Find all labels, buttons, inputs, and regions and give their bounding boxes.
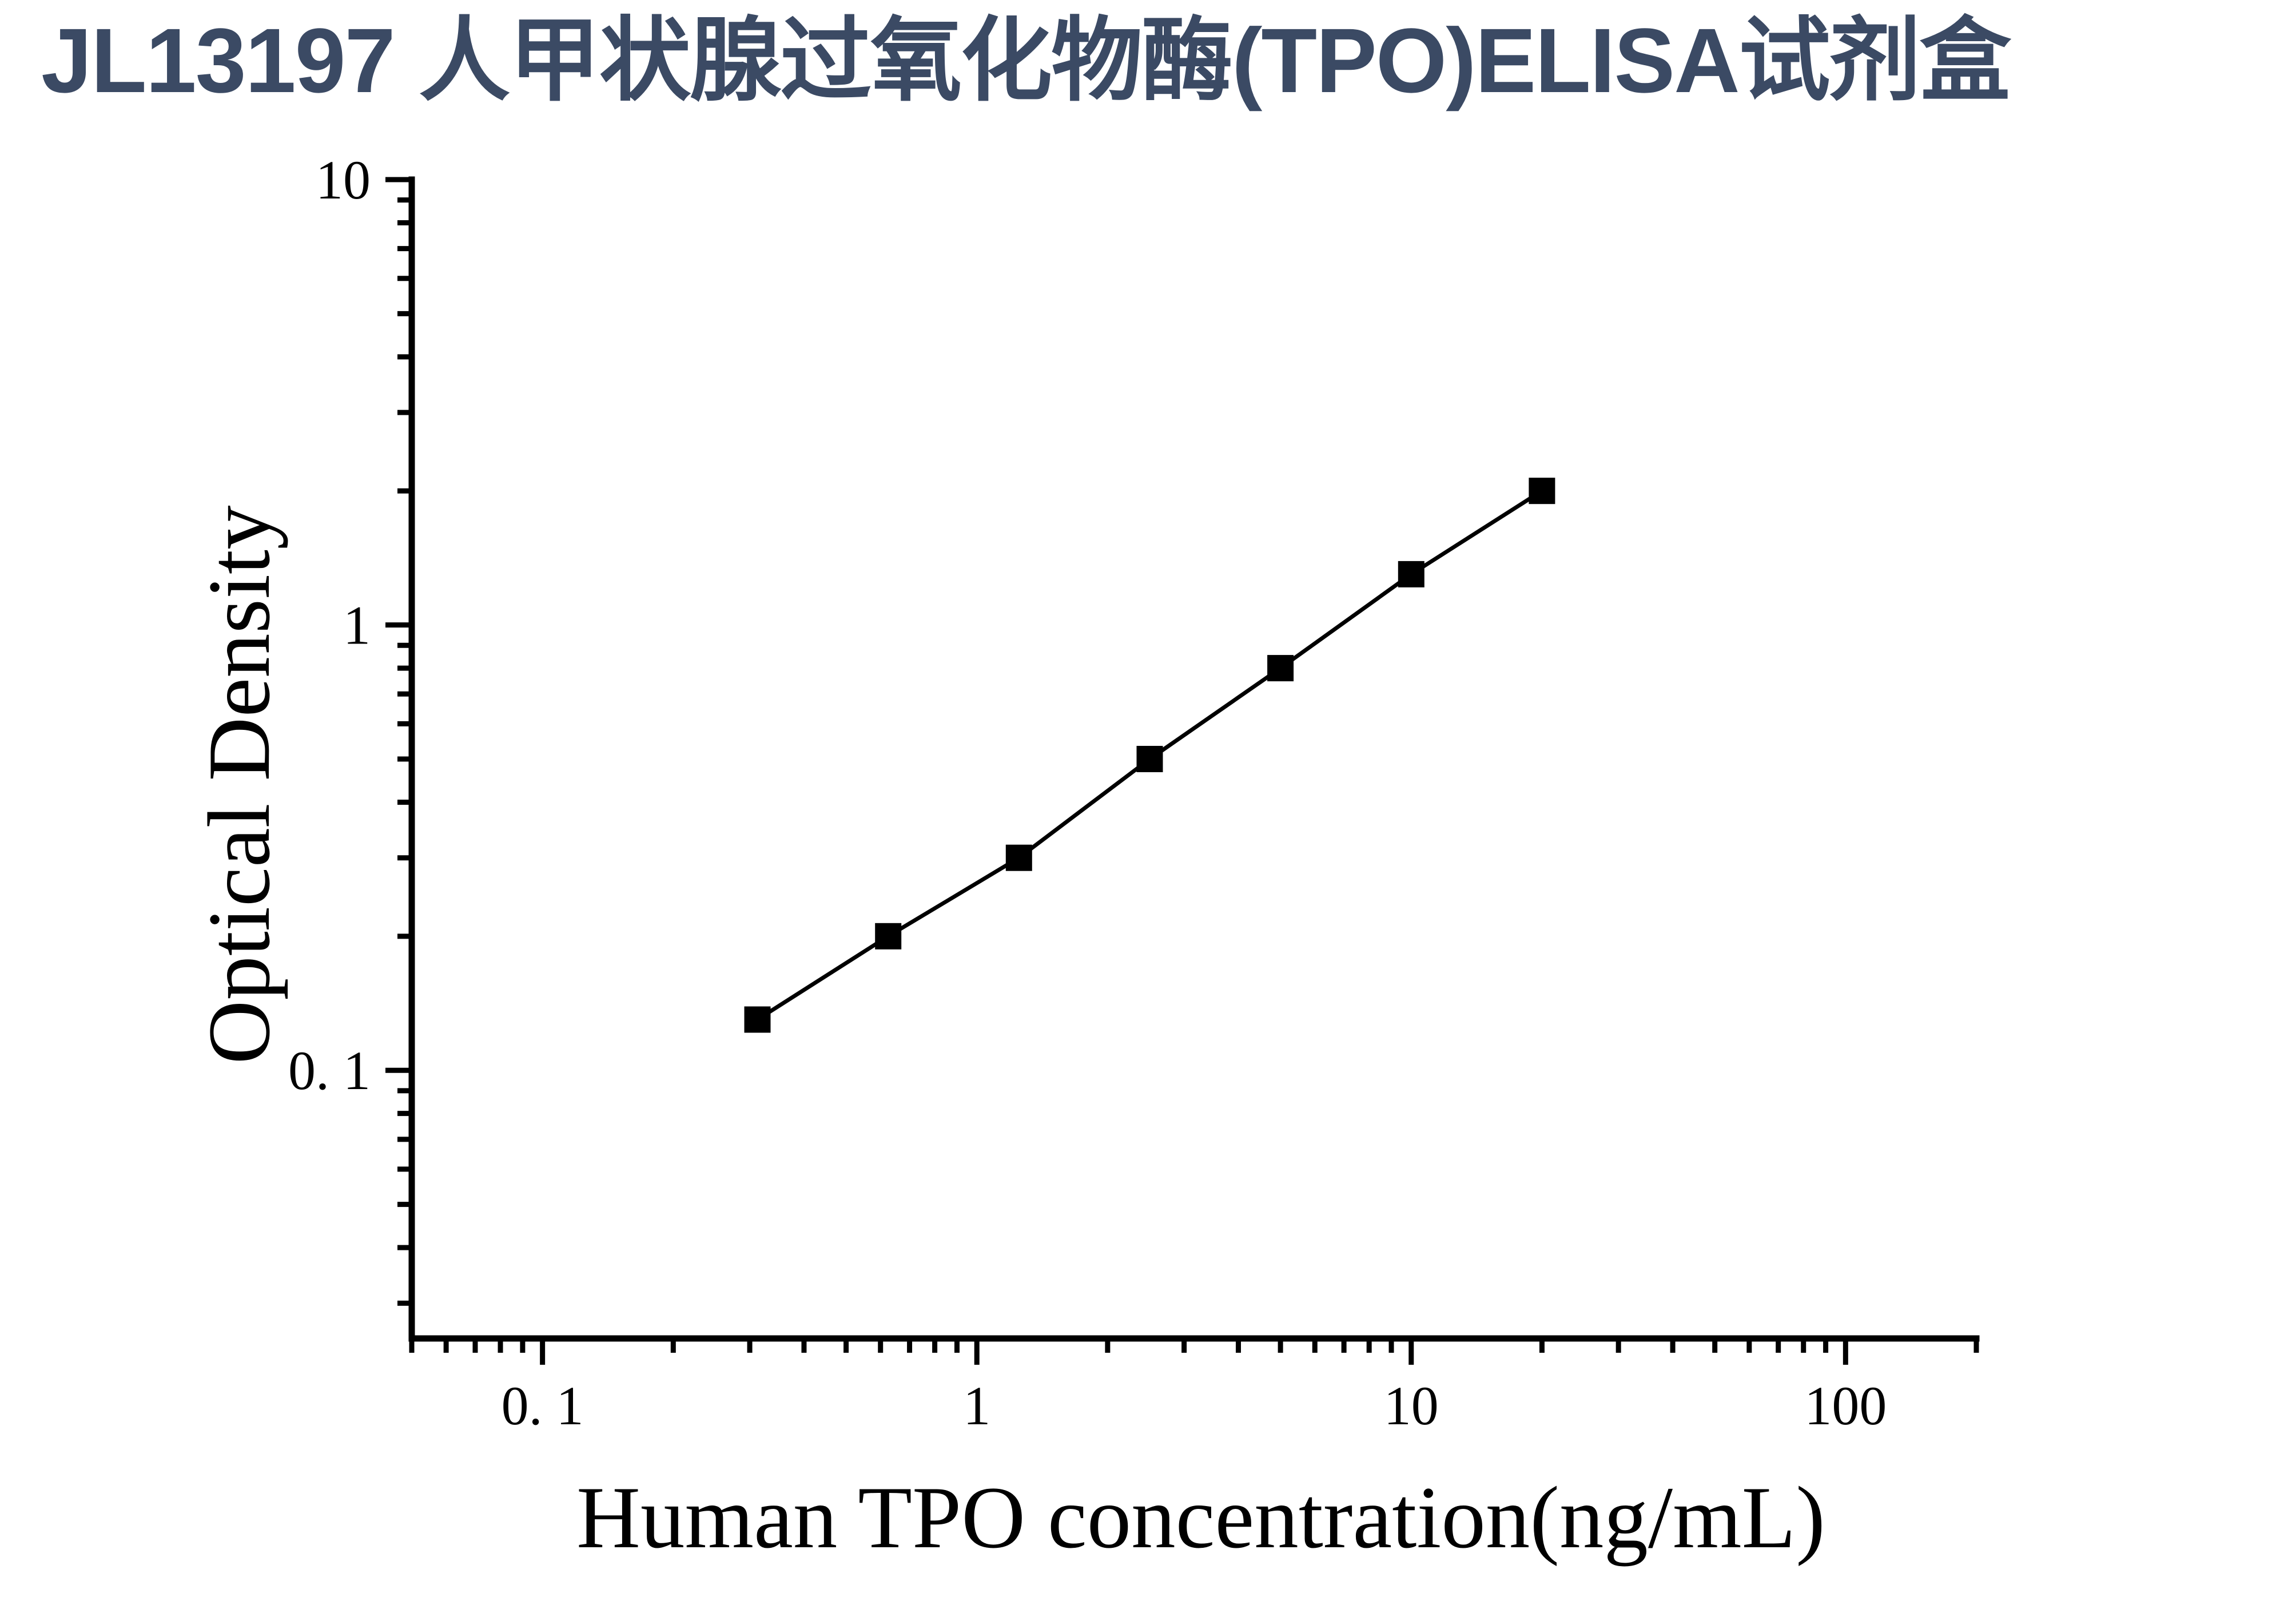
axes bbox=[408, 176, 1980, 1342]
y-tick-label: 10 bbox=[316, 149, 371, 210]
x-tick-label: 100 bbox=[1804, 1375, 1887, 1436]
data-point-marker bbox=[1529, 478, 1555, 504]
page-title: JL13197 人甲状腺过氧化物酶(TPO)ELISA试剂盒 bbox=[41, 9, 2011, 112]
axis-ticks bbox=[385, 177, 1979, 1365]
data-point-marker bbox=[744, 1006, 771, 1033]
x-tick-label: 0. 1 bbox=[502, 1375, 584, 1436]
x-tick-label: 1 bbox=[963, 1375, 990, 1436]
y-tick-label: 1 bbox=[343, 595, 371, 656]
data-point-marker bbox=[1136, 746, 1163, 772]
data-point-marker bbox=[875, 923, 902, 950]
x-tick-label: 10 bbox=[1384, 1375, 1439, 1436]
x-axis-title: Human TPO concentration(ng/mL) bbox=[576, 1468, 1825, 1567]
axis-tick-labels: 0. 1 1 10 100 0. 1 1 10 bbox=[288, 149, 1887, 1436]
data-point-marker bbox=[1005, 844, 1032, 871]
y-axis-title: Optical Density bbox=[190, 505, 288, 1064]
y-tick-label: 0. 1 bbox=[288, 1040, 371, 1101]
data-point-marker bbox=[1398, 561, 1424, 587]
data-point-marker bbox=[1267, 655, 1294, 682]
data-point-markers bbox=[744, 478, 1555, 1033]
